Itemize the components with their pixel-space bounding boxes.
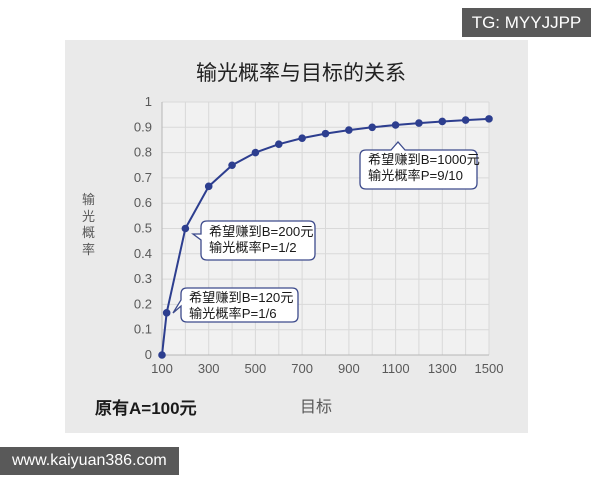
svg-text:输光概率P=9/10: 输光概率P=9/10	[368, 167, 463, 183]
svg-text:100: 100	[151, 361, 173, 376]
svg-text:希望赚到B=120元: 希望赚到B=120元	[189, 290, 293, 305]
svg-text:0.6: 0.6	[134, 195, 152, 210]
svg-text:1500: 1500	[475, 361, 504, 376]
svg-text:0.8: 0.8	[134, 145, 152, 160]
svg-text:希望赚到B=200元: 希望赚到B=200元	[209, 224, 313, 239]
svg-text:0.9: 0.9	[134, 119, 152, 134]
svg-text:输光概率P=1/2: 输光概率P=1/2	[209, 239, 297, 255]
svg-text:0.1: 0.1	[134, 322, 152, 337]
svg-text:0: 0	[145, 347, 152, 362]
svg-text:0.2: 0.2	[134, 296, 152, 311]
svg-text:1100: 1100	[382, 361, 410, 376]
svg-text:300: 300	[198, 361, 220, 376]
svg-text:希望赚到B=1000元: 希望赚到B=1000元	[368, 152, 480, 167]
svg-text:700: 700	[291, 361, 313, 376]
svg-text:0.4: 0.4	[134, 246, 152, 261]
svg-text:1: 1	[145, 94, 152, 109]
svg-text:900: 900	[338, 361, 360, 376]
svg-text:0.5: 0.5	[134, 221, 152, 236]
svg-text:1300: 1300	[428, 361, 457, 376]
svg-text:输光概率P=1/6: 输光概率P=1/6	[189, 305, 277, 321]
svg-text:0.3: 0.3	[134, 271, 152, 286]
svg-text:500: 500	[245, 361, 267, 376]
svg-text:0.7: 0.7	[134, 170, 152, 185]
